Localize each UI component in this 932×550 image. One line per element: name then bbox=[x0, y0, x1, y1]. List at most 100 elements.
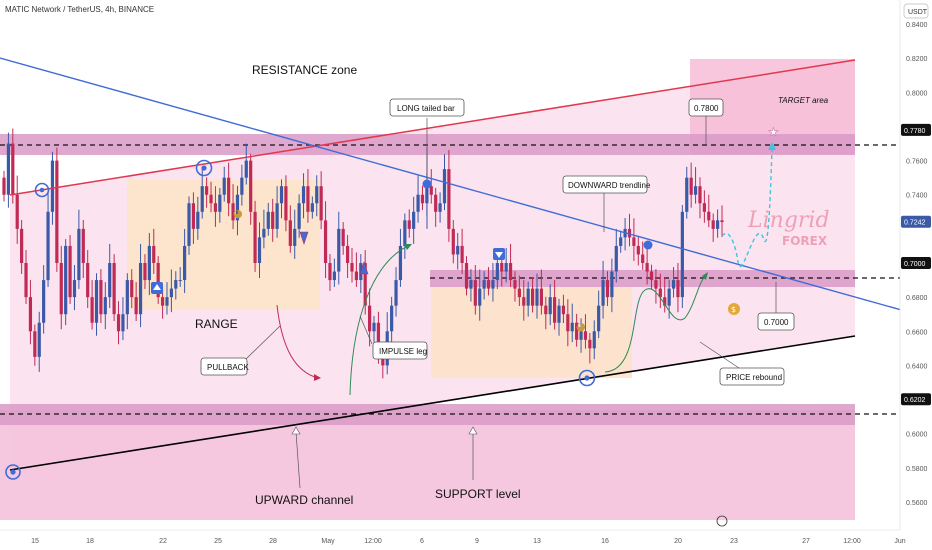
candle-body bbox=[169, 288, 173, 298]
candle-body bbox=[222, 177, 226, 195]
candle-body bbox=[711, 220, 715, 229]
candle-body bbox=[698, 186, 702, 204]
candle-body bbox=[667, 288, 671, 306]
candle-body bbox=[200, 186, 204, 212]
candle-body bbox=[671, 280, 676, 289]
price-level-badge bbox=[901, 215, 931, 228]
impulse-pointer bbox=[359, 315, 373, 345]
impulse-arrow bbox=[349, 244, 411, 396]
candle-body bbox=[15, 194, 19, 229]
candle-body bbox=[464, 263, 469, 289]
candle-body bbox=[685, 177, 689, 212]
y-tick-label: 0.5600 bbox=[906, 500, 928, 507]
candle-body bbox=[46, 211, 50, 281]
candle-body bbox=[508, 263, 513, 281]
candle-body bbox=[218, 194, 222, 212]
flash-icon bbox=[716, 515, 728, 527]
y-tick-label: 0.6800 bbox=[906, 295, 928, 302]
candle-body bbox=[138, 263, 143, 315]
candle-body bbox=[319, 186, 323, 221]
candle-body bbox=[112, 263, 116, 315]
candle-body bbox=[513, 280, 517, 289]
y-tick-label: 0.6400 bbox=[906, 363, 928, 370]
trendline-touch-dot bbox=[422, 179, 432, 189]
candle-body bbox=[702, 203, 706, 212]
candle-body bbox=[310, 203, 314, 212]
y-tick-label: 0.6600 bbox=[906, 329, 928, 336]
rebound-arrowhead bbox=[702, 272, 708, 280]
candle-body bbox=[50, 160, 55, 212]
candle-body bbox=[81, 228, 85, 263]
candle-body bbox=[500, 263, 504, 272]
candle-body bbox=[28, 297, 33, 332]
touch-marker bbox=[195, 159, 213, 177]
support-level-label: SUPPORT level bbox=[435, 487, 521, 501]
long-tailed-bar-callout bbox=[389, 98, 465, 117]
price-level-badge bbox=[901, 393, 931, 406]
x-tick-label: 20 bbox=[674, 538, 682, 545]
y-tick-label: 0.7000 bbox=[904, 261, 926, 268]
downward-trendline-label: DOWNWARD trendline bbox=[568, 181, 651, 190]
candle-body bbox=[103, 297, 107, 315]
candle-body bbox=[125, 280, 129, 315]
candle-body bbox=[209, 194, 213, 204]
candle-body bbox=[619, 237, 623, 246]
candle-body bbox=[447, 169, 451, 229]
candle-body bbox=[632, 237, 636, 246]
candle-body bbox=[663, 297, 667, 306]
x-tick-label: Jun bbox=[894, 538, 905, 545]
target-callout bbox=[688, 98, 724, 117]
candle-body bbox=[676, 280, 680, 298]
time-axis bbox=[0, 530, 932, 550]
currency-label: USDT bbox=[908, 9, 928, 16]
candle-body bbox=[279, 186, 284, 204]
candle-body bbox=[33, 331, 37, 357]
rebound-pointer bbox=[699, 341, 743, 371]
price-rebound-label: PRICE rebound bbox=[726, 373, 782, 382]
watermark-sub: FOREX bbox=[782, 234, 828, 248]
candle-body bbox=[482, 280, 486, 289]
y-tick-label: 0.8000 bbox=[906, 90, 928, 97]
candle-body bbox=[557, 305, 561, 323]
price-level-badge bbox=[901, 123, 931, 136]
target-star-icon: ★ bbox=[768, 125, 779, 139]
candle-body bbox=[262, 228, 266, 238]
candle-body bbox=[147, 245, 151, 281]
candle-body bbox=[680, 211, 684, 298]
candle-body bbox=[323, 220, 328, 263]
candle-body bbox=[592, 331, 596, 349]
candle-body bbox=[689, 177, 693, 195]
candle-body bbox=[394, 280, 398, 306]
candle-body bbox=[196, 211, 200, 229]
candles-group bbox=[2, 128, 724, 379]
candle-body bbox=[266, 211, 270, 229]
currency-badge[interactable]: USDT bbox=[903, 3, 929, 19]
range-label: RANGE bbox=[195, 317, 238, 331]
mid-zone-band bbox=[430, 270, 855, 287]
x-tick-label: 12:00 bbox=[843, 538, 861, 545]
pullback-label: PULLBACK bbox=[207, 363, 249, 372]
candle-body bbox=[535, 288, 539, 306]
chart-title: MATIC Network / TetherUS, 4h, BINANCE bbox=[5, 5, 154, 14]
lower-zone-fill bbox=[0, 410, 855, 520]
price-level-badge bbox=[901, 257, 931, 269]
candle-body bbox=[42, 280, 46, 323]
candle-body bbox=[90, 297, 94, 323]
impulse-leg-label: IMPULSE leg bbox=[379, 347, 427, 356]
candle-body bbox=[24, 263, 28, 298]
candle-body bbox=[315, 186, 319, 204]
candle-body bbox=[420, 194, 425, 204]
x-tick-label: 16 bbox=[601, 538, 609, 545]
snail-icon: ◕ bbox=[576, 320, 586, 333]
candle-body bbox=[2, 177, 6, 195]
up-arrow-icon bbox=[151, 282, 163, 294]
y-tick-label: 0.7780 bbox=[904, 128, 926, 135]
support-pointer-head bbox=[468, 426, 478, 435]
candle-body bbox=[398, 245, 403, 281]
candle-body bbox=[438, 203, 442, 212]
candle-body bbox=[275, 203, 279, 229]
candle-body bbox=[59, 263, 63, 315]
candle-body bbox=[530, 288, 535, 306]
candle-body bbox=[183, 245, 187, 281]
candle-body bbox=[284, 186, 288, 221]
